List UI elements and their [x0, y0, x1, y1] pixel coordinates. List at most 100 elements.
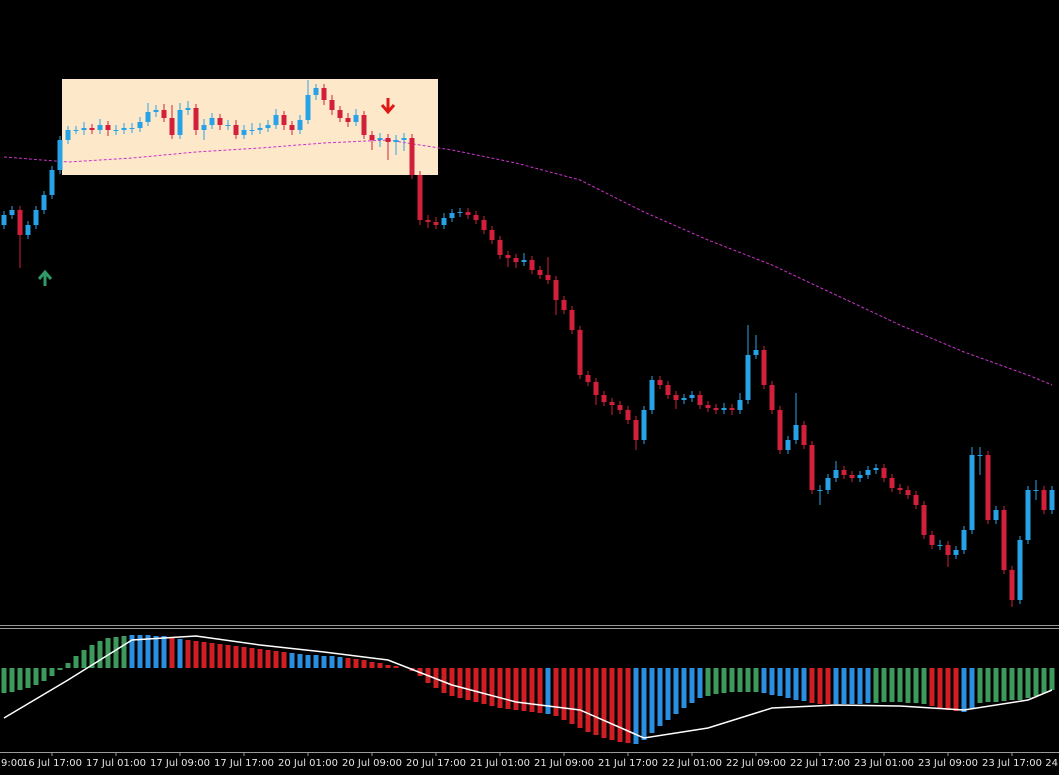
histogram-bar	[897, 668, 903, 702]
histogram-bar	[713, 668, 719, 694]
histogram-bar	[81, 650, 87, 668]
candle-body	[745, 355, 751, 400]
candle-body	[169, 118, 175, 135]
candle-body	[873, 468, 879, 470]
candle-body	[233, 125, 239, 135]
candle-body	[305, 95, 311, 120]
candle-body	[593, 382, 599, 395]
histogram-bar	[233, 646, 239, 668]
histogram-bar	[369, 662, 375, 668]
x-tick-label: 24	[1045, 758, 1058, 769]
histogram-bar	[953, 668, 959, 711]
candle-body	[241, 130, 247, 135]
histogram-bar	[753, 668, 759, 692]
x-tick-label: 17 Jul 01:00	[86, 758, 146, 769]
histogram-bar	[993, 668, 999, 702]
histogram-bar	[41, 668, 47, 681]
candle-body	[369, 135, 375, 140]
candle-body	[185, 108, 191, 110]
candle-body	[609, 402, 615, 405]
candle-body	[289, 125, 295, 130]
candle-body	[385, 138, 391, 142]
candle-body	[953, 550, 959, 555]
x-tick-label: 20 Jul 01:00	[278, 758, 338, 769]
candle-body	[545, 275, 551, 280]
histogram-bar	[545, 668, 551, 714]
histogram-bar	[457, 668, 463, 698]
histogram-bar	[945, 668, 951, 710]
candle-body	[649, 380, 655, 410]
histogram-bar	[841, 668, 847, 704]
candle-body	[673, 395, 679, 400]
candle-body	[89, 128, 95, 130]
candle-body	[857, 475, 863, 478]
histogram-bar	[929, 668, 935, 706]
x-tick-label: 20 Jul 09:00	[342, 758, 402, 769]
histogram-bar	[209, 643, 215, 668]
histogram-bar	[513, 668, 519, 710]
histogram-bar	[881, 668, 887, 702]
histogram-bar	[649, 668, 655, 733]
moving-average	[3, 139, 1053, 386]
candle-body	[705, 405, 711, 408]
candle-body	[209, 118, 215, 125]
candle-body	[177, 110, 183, 135]
candle-body	[881, 468, 887, 478]
candle-body	[265, 125, 271, 128]
candle-body	[809, 445, 815, 490]
histogram-bar	[265, 650, 271, 668]
histogram-bar	[833, 668, 839, 704]
candle-body	[313, 88, 319, 95]
histogram-bar	[1017, 668, 1023, 700]
histogram-bar	[593, 668, 599, 735]
histogram-bar	[505, 668, 511, 709]
histogram-bar	[377, 663, 383, 668]
candle-body	[657, 380, 663, 385]
histogram-bar	[905, 668, 911, 703]
candle-body	[833, 470, 839, 478]
histogram-bar	[985, 668, 991, 702]
candle-body	[505, 255, 511, 258]
histogram-bar	[161, 636, 167, 668]
histogram-bar	[641, 668, 647, 740]
histogram-bar	[25, 668, 31, 688]
histogram-bar	[489, 668, 495, 706]
candle-body	[25, 225, 31, 235]
histogram-bar	[873, 668, 879, 703]
candle-body	[137, 122, 143, 128]
candle-body	[297, 120, 303, 130]
histogram-bar	[257, 649, 263, 668]
candle-body	[937, 545, 943, 546]
histogram-bar	[17, 668, 23, 690]
histogram-bar	[289, 653, 295, 668]
candle-body	[553, 280, 559, 300]
histogram-bar	[625, 668, 631, 743]
candle-body	[1009, 570, 1015, 600]
histogram-bar	[185, 640, 191, 668]
histogram-bar	[361, 660, 367, 668]
x-tick-label: 23 Jul 09:00	[918, 758, 978, 769]
candle-body	[865, 470, 871, 475]
x-tick-label: 21 Jul 09:00	[534, 758, 594, 769]
histogram-bar	[561, 668, 567, 720]
histogram-bar	[1, 668, 7, 693]
candle-body	[153, 110, 159, 112]
candle-body	[1001, 510, 1007, 570]
candle-body	[1041, 490, 1047, 510]
candle-body	[665, 385, 671, 395]
histogram-bar	[57, 668, 63, 670]
candle-body	[81, 128, 87, 130]
candle-body	[345, 118, 351, 122]
histogram-bar	[241, 647, 247, 668]
histogram-bar	[817, 668, 823, 704]
histogram-bar	[977, 668, 983, 703]
histogram-bar	[689, 668, 695, 703]
histogram-bar	[337, 657, 343, 668]
x-tick-label: 17 Jul 09:00	[150, 758, 210, 769]
candle-body	[569, 310, 575, 330]
x-tick-label: 23 Jul 01:00	[854, 758, 914, 769]
candle-body	[777, 410, 783, 450]
histogram-bar	[529, 668, 535, 712]
x-tick-label: 23 Jul 17:00	[982, 758, 1042, 769]
histogram-bar	[329, 656, 335, 668]
